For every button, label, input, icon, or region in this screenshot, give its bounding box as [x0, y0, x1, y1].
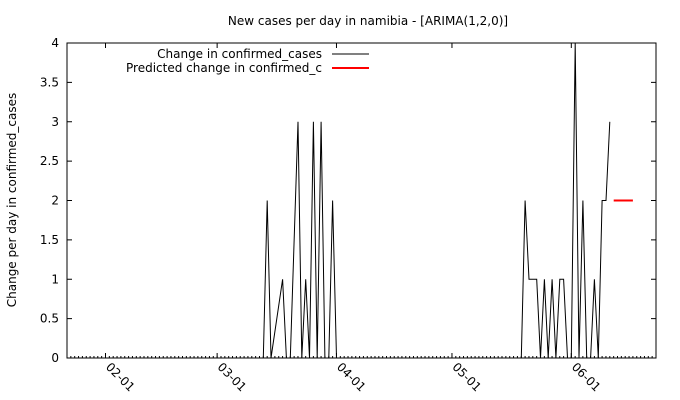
series-line-actual	[67, 42, 611, 359]
x-tick-label: 03-01	[215, 360, 250, 395]
y-tick-label: 0	[51, 351, 59, 365]
y-axis-label: Change per day in confirmed_cases	[5, 93, 19, 308]
x-tick-label: 06-01	[569, 360, 604, 395]
y-tick-label: 1.5	[40, 233, 59, 247]
y-axis: 0 0.5 1 1.5 2 2.5 3 3.5 4	[40, 36, 656, 365]
chart-title: New cases per day in namibia - [ARIMA(1,…	[228, 14, 508, 28]
y-tick-label: 0.5	[40, 312, 59, 326]
y-tick-label: 3	[51, 115, 59, 129]
y-tick-label: 1	[51, 272, 59, 286]
y-tick-label: 4	[51, 36, 59, 50]
y-tick-label: 3.5	[40, 75, 59, 89]
legend-label: Change in confirmed_cases	[157, 47, 322, 61]
series-layer	[67, 42, 633, 359]
x-tick-label: 05-01	[450, 360, 485, 395]
x-axis: 02-01 03-01 04-01 05-01 06-01	[66, 43, 657, 395]
y-tick-label: 2	[51, 194, 59, 208]
plot-frame	[66, 42, 657, 359]
legend-label: Predicted change in confirmed_c	[126, 61, 322, 75]
y-tick-label: 2.5	[40, 154, 59, 168]
x-tick-label: 04-01	[334, 360, 369, 395]
x-tick-label: 02-01	[103, 360, 138, 395]
